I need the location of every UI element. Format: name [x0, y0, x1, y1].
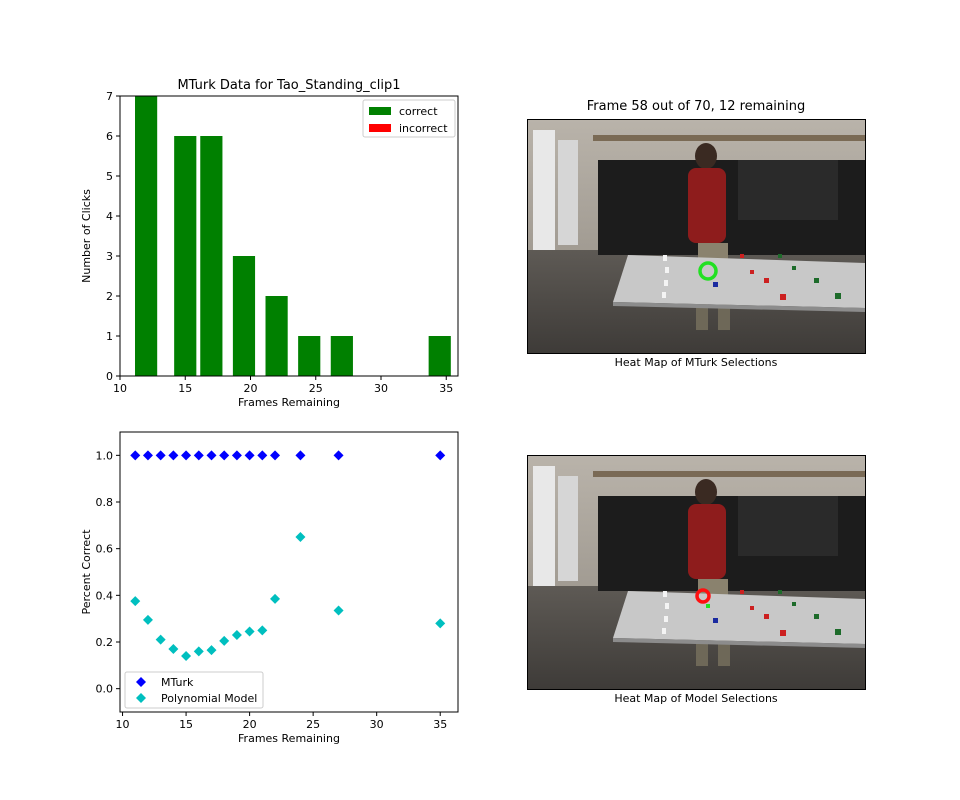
- point-mturk: [257, 450, 268, 461]
- x-tick-label: 10: [113, 382, 127, 395]
- plot-area: [120, 96, 458, 376]
- x-tick-label: 20: [243, 718, 257, 731]
- x-tick-label: 20: [244, 382, 258, 395]
- point-polynomial-model: [435, 618, 446, 629]
- point-polynomial-model: [168, 644, 179, 654]
- bar-correct: [135, 96, 158, 376]
- point-polynomial-model: [231, 630, 242, 640]
- y-tick-label: 7: [106, 90, 113, 103]
- point-polynomial-model: [155, 634, 166, 645]
- point-polynomial-model: [244, 626, 255, 637]
- legend-marker-polynomial-model: [136, 693, 146, 703]
- y-tick-label: 5: [106, 170, 113, 183]
- y-tick-label: 1.0: [96, 449, 114, 462]
- y-tick-label: 0.6: [96, 543, 114, 556]
- point-mturk: [333, 450, 344, 461]
- point-polynomial-model: [270, 593, 281, 604]
- point-polynomial-model: [206, 645, 217, 656]
- y-tick-label: 2: [106, 290, 113, 303]
- x-tick-label: 15: [179, 718, 193, 731]
- bar-correct: [298, 336, 321, 376]
- point-polynomial-model: [219, 635, 230, 646]
- mturk-heatmap-caption: Heat Map of MTurk Selections: [614, 356, 778, 369]
- plot-area: [120, 432, 458, 712]
- bar-correct: [428, 336, 451, 376]
- point-mturk: [244, 450, 255, 461]
- legend-label-mturk: MTurk: [161, 676, 194, 689]
- point-mturk: [130, 450, 141, 461]
- y-tick-label: 0.8: [96, 496, 114, 509]
- y-tick-label: 0.4: [96, 589, 114, 602]
- y-tick-label: 6: [106, 130, 113, 143]
- point-mturk: [435, 450, 446, 461]
- legend-box: [124, 671, 264, 709]
- x-tick-label: 35: [433, 718, 447, 731]
- x-tick-label: 25: [309, 382, 323, 395]
- y-tick-label: 1: [106, 330, 113, 343]
- x-tick-label: 30: [370, 718, 384, 731]
- point-mturk: [181, 450, 192, 461]
- point-mturk: [193, 450, 204, 461]
- axes-frame: [119, 95, 459, 377]
- legend-label-incorrect: incorrect: [399, 122, 448, 135]
- y-tick-label: 0: [106, 370, 113, 383]
- legend-label-polynomial-model: Polynomial Model: [161, 692, 257, 705]
- video-frame-image: [528, 120, 865, 353]
- mturk-selection-marker: [698, 261, 718, 281]
- y-tick-label: 4: [106, 210, 113, 223]
- x-tick-label: 30: [374, 382, 388, 395]
- point-polynomial-model: [333, 605, 344, 616]
- y-tick-label: 3: [106, 250, 113, 263]
- point-mturk: [142, 450, 153, 461]
- x-tick-label: 35: [439, 382, 453, 395]
- point-polynomial-model: [257, 625, 268, 636]
- legend-marker-mturk: [136, 677, 146, 687]
- bar-correct: [200, 136, 223, 376]
- legend-swatch-correct: [369, 107, 391, 115]
- point-mturk: [270, 450, 281, 461]
- chart-title: MTurk Data for Tao_Standing_clip1: [177, 78, 400, 93]
- x-tick-label: 25: [306, 718, 320, 731]
- x-tick-label: 10: [116, 718, 130, 731]
- mturk-heatmap-frame: [527, 119, 866, 354]
- video-frame-image: [528, 456, 865, 689]
- x-tick-label: 15: [178, 382, 192, 395]
- x-axis-label: Frames Remaining: [238, 732, 340, 745]
- bar-correct: [330, 336, 353, 376]
- point-mturk: [168, 450, 179, 461]
- point-mturk: [295, 450, 306, 461]
- point-polynomial-model: [181, 651, 192, 661]
- point-polynomial-model: [295, 532, 306, 542]
- bar-chart-axes: 10 15 20 25 30 35 0 1 2 3 4 5 6 7 MTurk Data for Tao_S…: [80, 78, 459, 409]
- scatter-chart-axes: 10 15 20 25 30 35 0.0 0.2 0.4 0.6 0.8 1.0 Frames Rem…: [80, 431, 459, 745]
- legend-label-correct: correct: [399, 105, 438, 118]
- model-selection-marker: [695, 588, 711, 604]
- bar-correct: [174, 136, 197, 376]
- y-tick-label: 0.0: [96, 683, 114, 696]
- point-polynomial-model: [193, 646, 204, 657]
- axes-frame: [119, 431, 459, 713]
- frame-title: Frame 58 out of 70, 12 remaining: [586, 99, 806, 114]
- point-polynomial-model: [130, 596, 141, 607]
- legend-swatch-incorrect: [369, 124, 391, 132]
- point-polynomial-model: [142, 614, 153, 625]
- point-mturk: [219, 450, 230, 461]
- y-axis-label: Number of Clicks: [80, 189, 93, 283]
- bar-correct: [265, 296, 288, 376]
- point-mturk: [231, 450, 242, 461]
- y-tick-label: 0.2: [96, 636, 114, 649]
- point-mturk: [155, 450, 166, 461]
- y-axis-label: Percent Correct: [80, 529, 93, 615]
- point-mturk: [206, 450, 217, 461]
- model-heatmap-caption: Heat Map of Model Selections: [614, 692, 778, 705]
- bar-correct: [232, 256, 256, 376]
- x-axis-label: Frames Remaining: [238, 396, 340, 409]
- model-heatmap-frame: [527, 455, 866, 690]
